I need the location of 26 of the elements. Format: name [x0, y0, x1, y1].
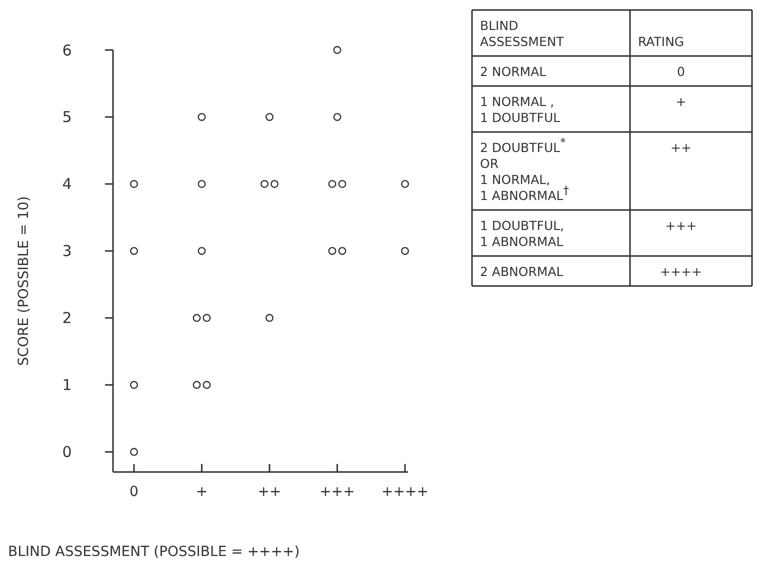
y-tick-label: 1: [62, 376, 72, 394]
text: 2 NORMAL: [480, 64, 546, 79]
text: ++++: [660, 264, 702, 279]
x-tick-label: +++: [320, 484, 355, 500]
y-tick-label: 3: [62, 242, 72, 260]
x-tick-label: +: [196, 484, 208, 500]
text: +++: [665, 218, 697, 233]
y-tick-label: 0: [62, 443, 72, 462]
y-tick-label: 5: [62, 108, 72, 126]
x-axis-title: BLIND ASSESSMENT (POSSIBLE = ++++): [8, 544, 300, 560]
text: 0: [677, 64, 686, 79]
text: +: [676, 94, 686, 109]
x-tick-label: ++++: [382, 484, 428, 500]
text: 1 DOUBTFUL, 1 ABNORMAL: [480, 218, 564, 249]
text: 1 NORMAL , 1 DOUBTFUL: [480, 94, 560, 125]
text: ++: [670, 140, 692, 155]
text: BLIND ASSESSMENT: [480, 18, 564, 49]
x-tick-label: ++: [258, 484, 282, 500]
text: RATING: [638, 34, 684, 49]
text: 2 ABNORMAL: [480, 264, 564, 279]
y-tick-label: 6: [62, 41, 72, 60]
y-axis-title: SCORE (POSSIBLE = 10): [16, 196, 32, 366]
y-tick-label: 4: [62, 175, 72, 194]
text: 2 DOUBTFUL$^{*}$ OR 1 NORMAL, 1 ABNORMAL$^{†}$: [480, 136, 569, 203]
y-tick-label: 2: [62, 309, 72, 328]
x-tick-label: 0: [130, 484, 138, 500]
